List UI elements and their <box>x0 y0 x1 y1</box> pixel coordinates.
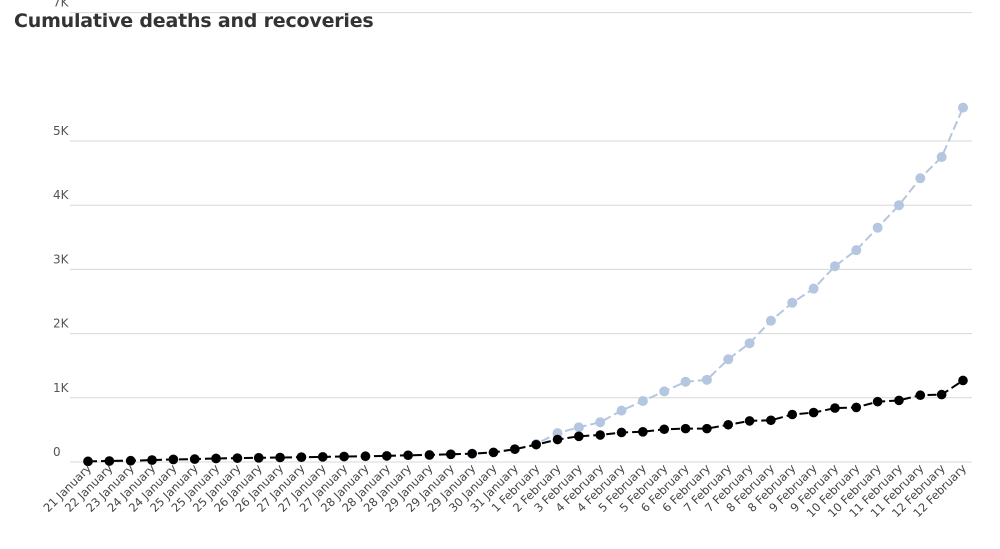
series-2-point[interactable] <box>403 450 413 461</box>
series-2-point[interactable] <box>360 451 371 462</box>
series-2-point[interactable] <box>702 423 712 434</box>
series-2-point[interactable] <box>424 450 435 460</box>
series-1-point[interactable] <box>787 297 798 308</box>
y-axis-ticks: 0 1K 2K 3K 4K 5K 7K <box>53 0 70 459</box>
series-1-point[interactable] <box>851 245 862 256</box>
series-2-point[interactable] <box>766 415 776 426</box>
series-2-point[interactable] <box>339 451 349 462</box>
series-2-point[interactable] <box>189 454 200 464</box>
series-2-point[interactable] <box>872 396 883 407</box>
series-2-point[interactable] <box>659 424 670 435</box>
y-tick-label: 3K <box>53 252 70 266</box>
series-2-point[interactable] <box>510 444 520 454</box>
series-2-point[interactable] <box>638 427 648 437</box>
series-2-point[interactable] <box>296 452 307 462</box>
series-1-point[interactable] <box>744 338 755 349</box>
series-1-point[interactable] <box>723 354 734 365</box>
series-2-point[interactable] <box>830 403 840 413</box>
series-2-point[interactable] <box>275 452 285 463</box>
series-1-point[interactable] <box>595 417 606 428</box>
series-1-point[interactable] <box>616 405 627 416</box>
series-2-point[interactable] <box>232 453 243 463</box>
series-2-point[interactable] <box>552 434 563 445</box>
series-1-point[interactable] <box>915 173 926 184</box>
series-1-point[interactable] <box>765 315 776 326</box>
series-1-point[interactable] <box>808 283 819 294</box>
series-2-point[interactable] <box>595 430 605 440</box>
series-2-point[interactable] <box>851 402 862 413</box>
series-2-point[interactable] <box>787 409 798 420</box>
series-2-point[interactable] <box>488 447 499 458</box>
series-2-point[interactable] <box>723 419 734 430</box>
gridlines <box>70 12 972 463</box>
y-tick-label: 1K <box>53 381 70 395</box>
series-1-point[interactable] <box>573 422 584 433</box>
series-2-point[interactable] <box>744 416 755 426</box>
series-2-point[interactable] <box>381 451 392 461</box>
series-1-point[interactable] <box>936 152 947 163</box>
y-tick-label: 4K <box>53 188 70 202</box>
series-2-point[interactable] <box>147 455 157 465</box>
series-1-point[interactable] <box>637 396 648 407</box>
series-1-point[interactable] <box>958 102 968 113</box>
series-1-point[interactable] <box>659 386 670 397</box>
series-2-point[interactable] <box>467 448 477 459</box>
series-2-point[interactable] <box>211 453 221 464</box>
series-2-point[interactable] <box>317 452 328 462</box>
series-2-point[interactable] <box>808 407 819 418</box>
series-2-point[interactable] <box>894 395 904 406</box>
series-2-point[interactable] <box>168 454 179 465</box>
y-tick-label: 2K <box>53 317 70 331</box>
chart-title: Cumulative deaths and recoveries <box>14 10 374 32</box>
series-2-point[interactable] <box>616 427 627 438</box>
series-1-point[interactable] <box>872 222 883 233</box>
series-2-point[interactable] <box>531 439 541 450</box>
series-2-line <box>87 379 964 463</box>
series-2-point[interactable] <box>958 375 968 386</box>
y-tick-label: 0 <box>53 445 61 459</box>
series-2-point[interactable] <box>125 455 136 466</box>
series-group <box>83 102 968 467</box>
y-tick-label: 5K <box>53 124 70 138</box>
series-2-point[interactable] <box>253 453 264 463</box>
series-1-point[interactable] <box>701 374 712 385</box>
series-2-point[interactable] <box>680 423 691 434</box>
series-1-point[interactable] <box>680 376 691 387</box>
series-1-point[interactable] <box>893 200 904 211</box>
series-2-point[interactable] <box>936 389 947 400</box>
series-1-point[interactable] <box>829 261 840 272</box>
series-2-point[interactable] <box>83 456 93 467</box>
series-2-point[interactable] <box>104 456 115 466</box>
series-2-point[interactable] <box>574 431 584 442</box>
series-2-point[interactable] <box>915 390 926 401</box>
series-2-point[interactable] <box>446 449 456 460</box>
y-tick-label: 7K <box>53 0 70 10</box>
